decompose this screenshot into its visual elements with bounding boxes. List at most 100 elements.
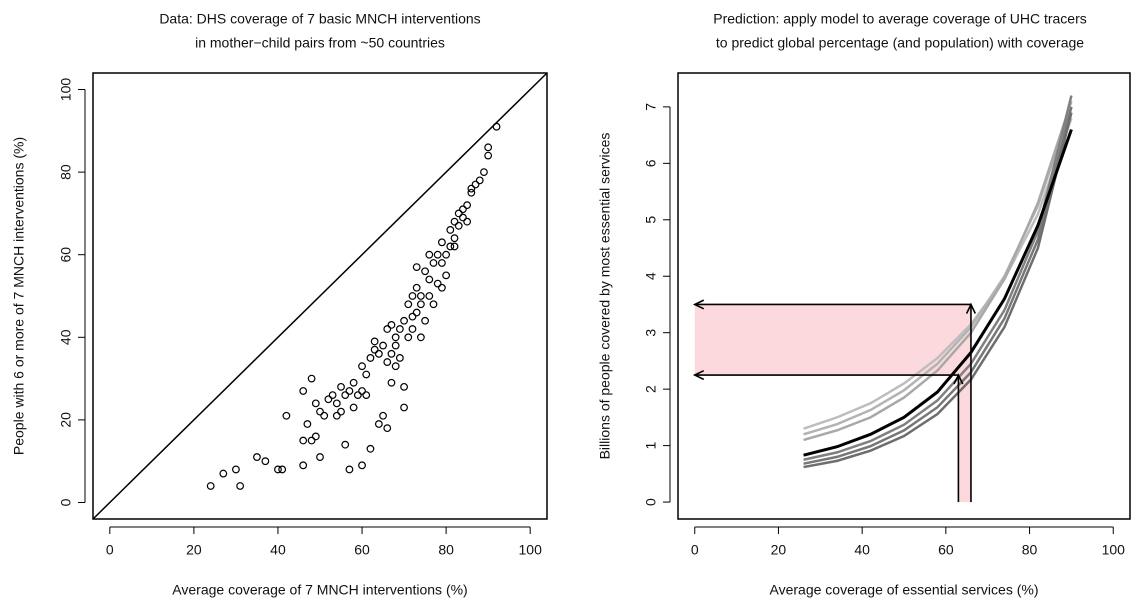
scatter-point	[383, 424, 392, 433]
scatter-point	[362, 370, 371, 379]
arrow-head	[965, 302, 977, 314]
scatter-point	[408, 325, 417, 333]
y-tick-label: 40	[58, 329, 74, 345]
scatter-point	[412, 263, 421, 271]
scatter-point	[463, 217, 472, 226]
x-tick-label: 100	[519, 542, 543, 558]
scatter-point	[374, 420, 383, 428]
chart-title: to predict global percentage (and popula…	[716, 35, 1084, 51]
y-tick-label: 0	[643, 498, 659, 506]
scatter-point	[366, 444, 375, 453]
series-line	[803, 128, 1073, 457]
y-tick-label: 4	[643, 272, 659, 280]
x-tick-label: 20	[771, 542, 787, 558]
scatter-point	[236, 482, 245, 490]
x-tick-label: 20	[186, 542, 202, 558]
scatter-point	[442, 271, 451, 280]
series-line	[803, 112, 1073, 469]
scatter-point	[438, 259, 446, 267]
scatter-point	[450, 234, 459, 243]
scatter-point	[480, 168, 488, 177]
scatter-point	[341, 440, 350, 449]
scatter-point	[362, 391, 371, 400]
x-tick-label: 100	[1102, 542, 1126, 558]
scatter-point	[337, 382, 345, 391]
scatter-point	[438, 238, 446, 247]
scatter-point	[454, 209, 463, 218]
scatter-point	[341, 391, 350, 400]
scatter-point	[387, 321, 396, 329]
series-line	[803, 100, 1073, 442]
scatter-point	[446, 242, 455, 251]
scatter-point	[425, 292, 434, 300]
y-tick-label: 0	[58, 498, 74, 506]
x-tick-label: 0	[691, 542, 699, 558]
scatter-point	[387, 378, 396, 387]
scatter-point	[303, 420, 312, 428]
scatter-point	[395, 325, 404, 333]
scatter-point	[274, 465, 282, 474]
scatter-point	[358, 461, 366, 470]
scatter-point	[484, 143, 493, 152]
y-tick-label: 1	[643, 442, 659, 450]
x-axis-label: Average coverage of essential services (…	[770, 582, 1039, 598]
y-tick-label: 80	[58, 164, 74, 180]
scatter-point	[467, 184, 476, 193]
scatter-point	[370, 345, 379, 354]
scatter-point	[400, 316, 408, 325]
scatter-point	[324, 395, 333, 404]
y-tick-label: 100	[58, 78, 74, 102]
scatter-point	[316, 407, 324, 416]
x-tick-label: 0	[106, 542, 114, 558]
y-tick-label: 60	[58, 247, 74, 263]
scatter-point	[383, 325, 392, 333]
scatter-point	[316, 453, 324, 461]
scatter-point	[219, 469, 228, 478]
scatter-point	[429, 300, 438, 309]
x-tick-label: 80	[438, 542, 454, 558]
shaded-region	[694, 304, 971, 503]
y-tick-label: 2	[643, 385, 659, 393]
x-tick-label: 60	[938, 542, 954, 558]
series-line	[803, 106, 1073, 465]
scatter-point	[278, 465, 287, 474]
arrow-head	[692, 369, 705, 381]
scatter-point	[412, 283, 421, 292]
scatter-point	[366, 354, 375, 362]
scatter-point	[328, 391, 337, 400]
scatter-point	[421, 267, 429, 276]
scatter-point	[383, 358, 392, 366]
scatter-point	[232, 465, 240, 474]
scatter-point	[349, 378, 358, 387]
scatter-point	[374, 349, 383, 358]
chart-title: Data: DHS coverage of 7 basic MNCH inter…	[159, 11, 480, 27]
scatter-point	[345, 387, 354, 395]
scatter-point	[320, 411, 329, 420]
scatter-point	[261, 457, 270, 466]
scatter-point	[404, 333, 413, 342]
scatter-point	[416, 300, 425, 309]
scatter-point	[463, 201, 472, 210]
scatter-point	[421, 316, 429, 325]
scatter-point	[307, 436, 316, 445]
scatter-point	[400, 403, 408, 412]
scatter-point	[459, 205, 467, 214]
scatter-point	[299, 436, 308, 445]
scatter-point	[408, 312, 417, 321]
scatter-point	[492, 122, 501, 131]
scatter-point	[206, 482, 215, 490]
scatter-point	[429, 259, 438, 267]
scatter-point	[425, 250, 434, 259]
scatter-point	[332, 399, 341, 408]
scatter-point	[379, 341, 387, 350]
scatter-point	[404, 300, 413, 309]
x-tick-label: 40	[854, 542, 870, 558]
y-axis-label: People with 6 or more of 7 MNCH interven…	[11, 137, 27, 455]
series-line	[803, 117, 1073, 430]
scatter-point	[379, 411, 387, 420]
x-tick-label: 80	[1022, 542, 1038, 558]
scatter-point	[358, 362, 366, 371]
scatter-point	[471, 180, 480, 189]
scatter-point	[450, 242, 459, 251]
scatter-point	[370, 337, 379, 346]
